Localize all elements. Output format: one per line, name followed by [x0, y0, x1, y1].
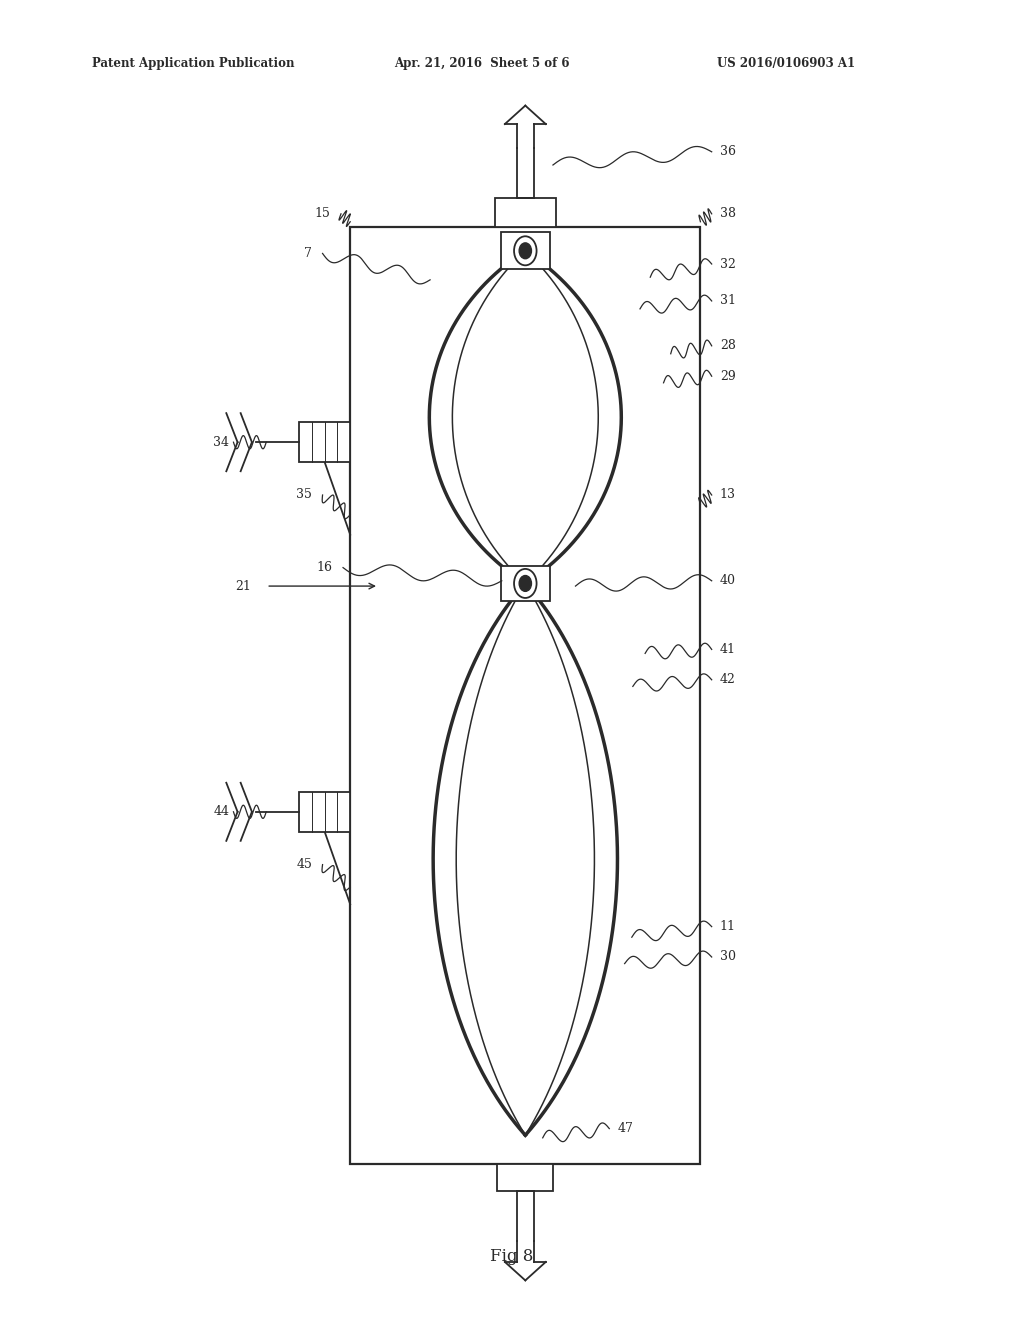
Text: 30: 30: [720, 950, 736, 964]
Text: 21: 21: [234, 579, 251, 593]
Text: Fig 8: Fig 8: [490, 1249, 534, 1265]
Text: Patent Application Publication: Patent Application Publication: [92, 57, 295, 70]
Text: 16: 16: [316, 561, 333, 574]
Text: 28: 28: [720, 339, 736, 352]
Circle shape: [519, 243, 531, 259]
Bar: [498, 1164, 553, 1191]
Bar: [299, 792, 350, 832]
Text: 42: 42: [720, 673, 736, 686]
Text: 31: 31: [720, 294, 736, 308]
Text: Apr. 21, 2016  Sheet 5 of 6: Apr. 21, 2016 Sheet 5 of 6: [394, 57, 569, 70]
Text: 41: 41: [720, 643, 736, 656]
Bar: [350, 227, 700, 1164]
Text: 35: 35: [296, 488, 312, 502]
Text: 36: 36: [720, 145, 736, 158]
Bar: [299, 422, 350, 462]
Bar: [501, 566, 550, 601]
Text: 15: 15: [314, 207, 331, 220]
Bar: [495, 198, 556, 227]
Text: US 2016/0106903 A1: US 2016/0106903 A1: [717, 57, 855, 70]
Text: 32: 32: [720, 257, 736, 271]
Text: 11: 11: [720, 920, 736, 933]
Text: 47: 47: [617, 1122, 634, 1135]
Text: 45: 45: [296, 858, 312, 871]
Text: 34: 34: [213, 436, 229, 449]
Text: 40: 40: [720, 574, 736, 587]
Text: 44: 44: [213, 805, 229, 818]
Text: 38: 38: [720, 207, 736, 220]
Text: 13: 13: [720, 488, 736, 502]
Text: 7: 7: [304, 247, 312, 260]
Bar: [501, 232, 550, 269]
Circle shape: [519, 576, 531, 591]
Text: 29: 29: [720, 370, 735, 383]
